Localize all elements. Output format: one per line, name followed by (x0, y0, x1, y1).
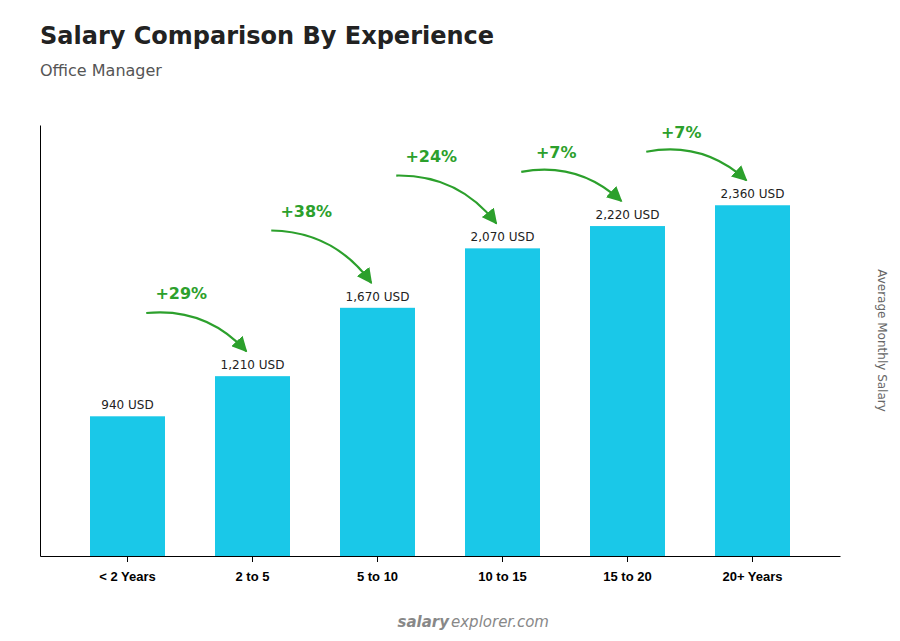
bar (340, 308, 415, 556)
title: Salary Comparison By Experience (40, 22, 494, 50)
x-tick-label: 15 to 20 (603, 569, 651, 584)
x-tick-label: < 2 Years (99, 569, 156, 584)
x-tick-mark (252, 556, 253, 562)
annotation-arrow (646, 149, 746, 180)
bar (715, 205, 790, 556)
x-tick: 10 to 15 (478, 556, 526, 584)
watermark: salary (398, 613, 451, 631)
annotation-arrow (521, 170, 621, 201)
annotation: +7% (661, 123, 702, 142)
bars (90, 205, 790, 556)
value-label: 1,670 USD (346, 290, 410, 304)
y-axis (40, 126, 41, 557)
watermark: explorer.com (451, 613, 549, 631)
bar (590, 226, 665, 556)
x-tick: < 2 Years (99, 556, 156, 584)
bar (465, 248, 540, 556)
annotations: +29% +38% +24% +7% +7% (146, 123, 746, 351)
annotation: +38% (280, 202, 332, 221)
x-tick-mark (127, 556, 128, 562)
value-labels: 940 USD 1,210 USD 1,670 USD 2,070 USD 2,220 … (101, 187, 784, 412)
x-tick: 2 to 5 (236, 556, 270, 584)
x-tick: 15 to 20 (603, 556, 651, 584)
bar (215, 376, 290, 556)
value-label: 2,220 USD (596, 208, 660, 222)
annotation: +24% (405, 147, 457, 166)
x-tick-label: 20+ Years (722, 569, 782, 584)
x-tick-mark (752, 556, 753, 562)
x-tick-label: 10 to 15 (478, 569, 526, 584)
value-label: 1,210 USD (221, 358, 285, 372)
value-label: 2,070 USD (471, 230, 535, 244)
annotation-arrow (396, 176, 496, 224)
x-tick-mark (627, 556, 628, 562)
annotation: +7% (536, 143, 577, 162)
x-tick: 5 to 10 (357, 556, 398, 584)
x-axis-line (41, 556, 841, 557)
annotation-arrow (271, 231, 371, 283)
annotation-arrow (146, 312, 246, 351)
y-axis-title: Average Monthly Salary (875, 269, 889, 412)
annotation: +29% (155, 284, 207, 303)
subtitle: Office Manager (40, 61, 162, 80)
x-axis: < 2 Years 2 to 5 5 to 10 10 to 15 15 to 20 20… (41, 556, 841, 584)
bar (90, 416, 165, 556)
value-label: 940 USD (101, 398, 153, 412)
y-axis-line (40, 126, 41, 557)
x-tick-mark (502, 556, 503, 562)
x-tick-mark (377, 556, 378, 562)
chart: Salary Comparison By Experience Office Ma… (0, 0, 900, 641)
value-label: 2,360 USD (721, 187, 785, 201)
x-tick-label: 2 to 5 (236, 569, 270, 584)
x-tick-label: 5 to 10 (357, 569, 398, 584)
x-tick: 20+ Years (722, 556, 782, 584)
